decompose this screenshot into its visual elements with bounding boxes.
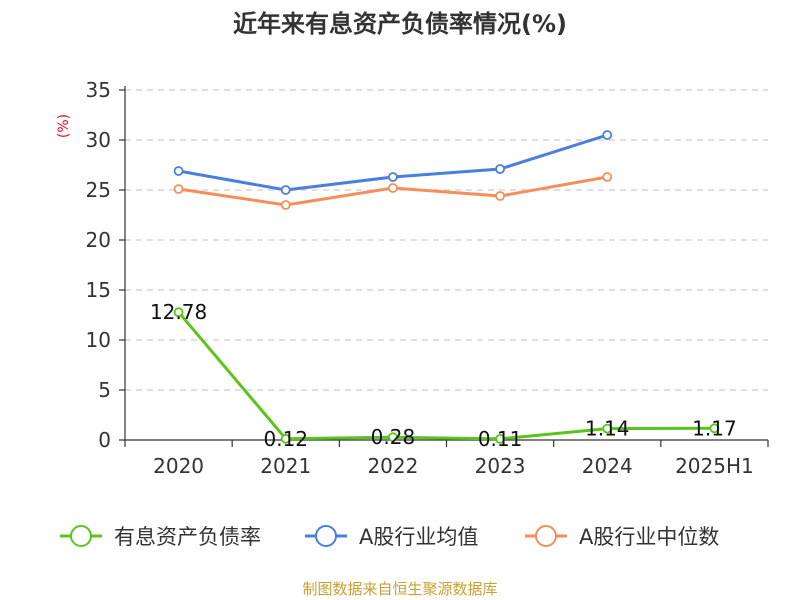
data-label: 12.78 <box>150 300 207 324</box>
data-point <box>602 172 613 182</box>
x-tick-label: 2020 <box>153 454 204 478</box>
data-point <box>709 423 720 434</box>
data-point <box>173 307 184 318</box>
data-point <box>280 185 291 195</box>
series-1: 12.78 0.12 0.28 0.11 1.14 1.17 <box>150 300 737 451</box>
legend-item-2: A股行业均值 <box>305 525 478 549</box>
data-label: 1.17 <box>692 416 737 440</box>
y-tick-label: 0 <box>98 428 111 452</box>
data-label: 1.14 <box>585 417 630 441</box>
y-tick-label: 30 <box>86 128 111 152</box>
gridlines <box>125 89 768 391</box>
y-tick-label: 15 <box>86 278 111 302</box>
legend-label: 有息资产负债率 <box>114 525 261 549</box>
data-point <box>602 130 613 140</box>
legend-item-3: A股行业中位数 <box>525 525 719 549</box>
legend-marker <box>70 525 92 547</box>
data-point <box>495 191 505 201</box>
data-point <box>280 200 291 210</box>
data-point <box>173 166 184 176</box>
data-point <box>280 433 291 444</box>
legend-label: A股行业均值 <box>359 525 478 549</box>
data-point <box>495 164 505 174</box>
y-tick-label: 10 <box>86 328 111 352</box>
source-note: 制图数据来自恒生聚源数据库 <box>302 580 497 598</box>
y-tick-label: 5 <box>98 378 111 402</box>
x-tick-label: 2021 <box>260 454 311 478</box>
y-tick-label: 35 <box>86 78 111 102</box>
x-tick-label: 2025H1 <box>675 454 754 478</box>
legend-marker <box>535 525 557 547</box>
x-tick-label: 2024 <box>582 454 633 478</box>
x-tick-label: 2022 <box>367 454 418 478</box>
chart-title: 近年来有息资产负债率情况(%) <box>233 10 567 38</box>
data-point <box>388 172 398 182</box>
y-tick-label: 25 <box>86 178 111 202</box>
legend-label: A股行业中位数 <box>579 525 719 549</box>
legend: 有息资产负债率 A股行业均值 A股行业中位数 <box>60 525 719 549</box>
data-point <box>173 184 184 194</box>
axes: 0 5 10 15 20 25 30 35 2020 2021 2022 2023 2024 2025H1 <box>86 78 769 478</box>
series-3 <box>173 172 613 210</box>
series-2 <box>173 130 613 195</box>
data-point <box>495 433 505 444</box>
data-point <box>602 423 613 434</box>
legend-item-1: 有息资产负债率 <box>60 525 261 549</box>
data-point <box>388 432 398 443</box>
data-label: 0.11 <box>478 427 523 451</box>
x-tick-label: 2023 <box>475 454 526 478</box>
y-axis-label: (%) <box>56 114 72 138</box>
series-line <box>177 311 715 441</box>
data-label: 0.12 <box>263 427 308 451</box>
data-label: 0.28 <box>371 425 416 449</box>
series-group: 12.78 0.12 0.28 0.11 1.14 1.17 <box>150 130 737 451</box>
data-point <box>388 183 398 193</box>
legend-marker <box>315 525 337 547</box>
y-tick-label: 20 <box>86 228 111 252</box>
